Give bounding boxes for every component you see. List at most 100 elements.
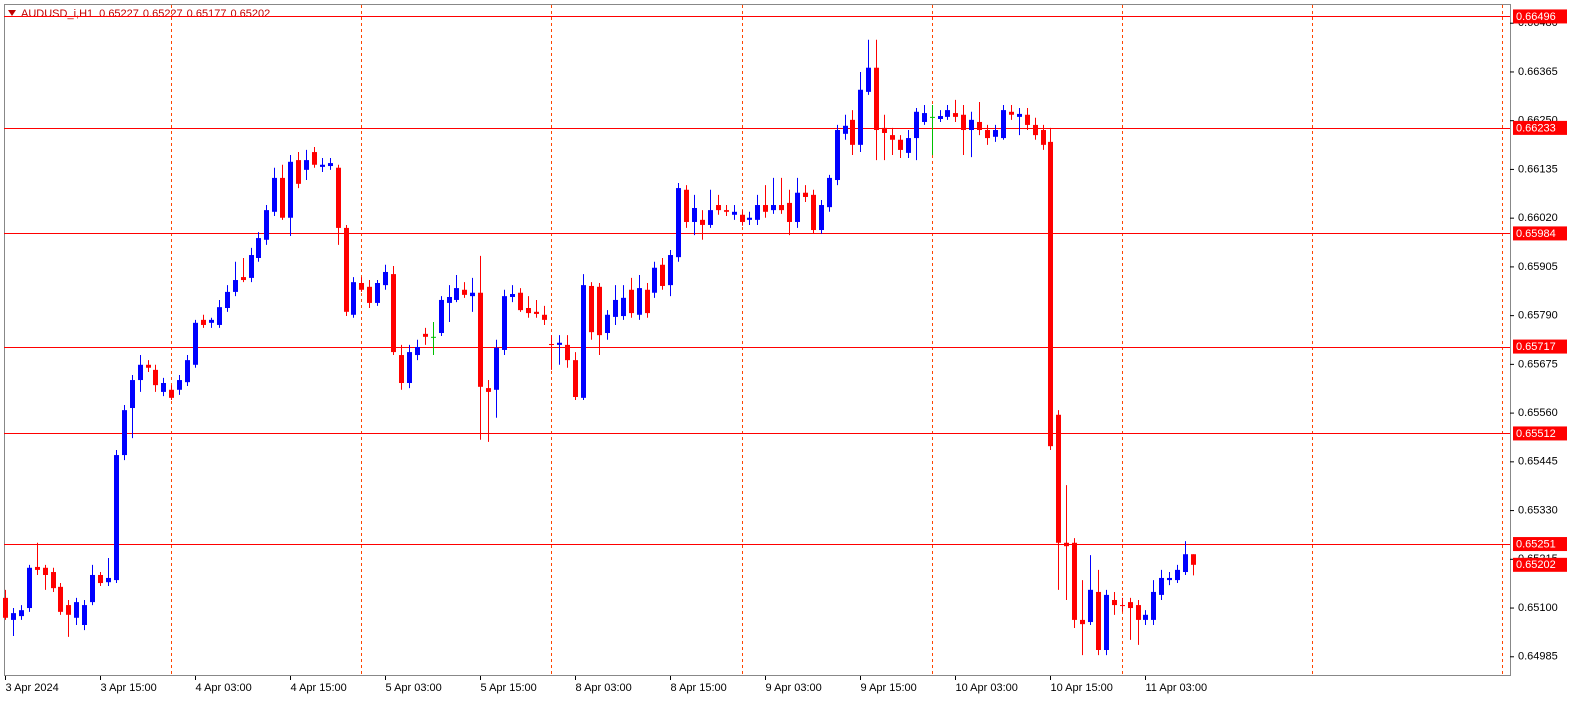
candle-body <box>985 130 990 139</box>
candle-body <box>747 217 752 220</box>
candle-body <box>193 322 198 365</box>
level-box <box>1513 226 1567 241</box>
candle-body <box>724 210 729 212</box>
candle-body <box>11 613 16 620</box>
last-open: 0.65227 <box>99 8 139 20</box>
candle-body <box>1143 614 1148 620</box>
candle-body <box>573 360 578 397</box>
last-close: 0.65202 <box>230 8 270 20</box>
candle-body <box>787 202 792 222</box>
y-tick-label: 0.64985 <box>1518 651 1558 663</box>
y-tick-label: 0.65790 <box>1518 310 1558 322</box>
candle-body <box>3 597 8 618</box>
candle-body <box>225 291 230 309</box>
x-tick-label: 3 Apr 2024 <box>6 682 59 694</box>
level-label: 0.65717 <box>1516 341 1556 353</box>
y-tick-label: 0.65100 <box>1518 602 1558 614</box>
level-label: 0.65251 <box>1516 538 1556 550</box>
candle-body <box>304 160 309 170</box>
candle-body <box>843 125 848 134</box>
candle-body <box>19 610 24 617</box>
level-box <box>1513 537 1567 552</box>
candle-body <box>637 288 642 315</box>
x-tick-label: 4 Apr 03:00 <box>196 682 252 694</box>
candle-body <box>732 211 737 215</box>
candle-body <box>1159 577 1164 595</box>
candle-body <box>217 307 222 325</box>
candle-body <box>945 110 950 117</box>
candle-body <box>264 210 269 240</box>
y-tick-label: 0.65330 <box>1518 504 1558 516</box>
candle-body <box>106 577 111 583</box>
candle-body <box>565 344 570 361</box>
candle-body <box>359 283 364 290</box>
x-tick-label: 9 Apr 03:00 <box>766 682 822 694</box>
candle-body <box>692 207 697 222</box>
x-tick-label: 4 Apr 15:00 <box>291 682 347 694</box>
candle-body <box>114 455 119 581</box>
candle-body <box>866 67 871 92</box>
candle-body <box>755 205 760 220</box>
candle-body <box>169 389 174 398</box>
candle-body <box>423 333 428 337</box>
candle-body <box>621 297 626 317</box>
candle-body <box>740 214 745 222</box>
candle-body <box>811 194 816 231</box>
candle-body <box>763 205 768 212</box>
candle-body <box>629 289 634 314</box>
candle-body <box>82 605 87 625</box>
candle-body <box>177 380 182 390</box>
y-tick-label: 0.66135 <box>1518 163 1558 175</box>
candle-body <box>518 292 523 311</box>
candle-body <box>676 188 681 258</box>
candle-body <box>1009 111 1014 115</box>
candle-body <box>241 277 246 281</box>
candle-body <box>716 205 721 211</box>
candle-body <box>700 219 705 225</box>
candle-body <box>1136 605 1141 620</box>
candle-body <box>27 567 32 609</box>
current-price-box <box>1513 557 1567 572</box>
candle-body <box>961 114 966 131</box>
y-tick-label: 0.66020 <box>1518 212 1558 224</box>
candle-body <box>613 299 618 317</box>
candle-body <box>510 294 515 297</box>
level-box <box>1513 339 1567 354</box>
candle-body <box>185 360 190 383</box>
candle-body <box>803 192 808 197</box>
candle-body <box>1104 594 1109 650</box>
header: AUDUSD_i,H1 0.65227 0.65227 0.65177 0.65202 <box>21 8 270 20</box>
candle-body <box>1033 124 1038 136</box>
candle-body <box>494 347 499 390</box>
level-label: 0.66496 <box>1516 11 1556 23</box>
candle-body <box>684 189 689 222</box>
candle-body <box>1088 589 1093 623</box>
candle-body <box>502 296 507 350</box>
candle-body <box>447 296 452 303</box>
x-tick-label: 8 Apr 15:00 <box>671 682 727 694</box>
x-tick-label: 11 Apr 03:00 <box>1146 682 1208 694</box>
candle-body <box>605 314 610 334</box>
candle-body <box>399 355 404 384</box>
y-tick-label: 0.65560 <box>1518 407 1558 419</box>
candle-body <box>993 130 998 137</box>
candle-body <box>534 311 539 314</box>
candle-body <box>391 274 396 353</box>
candle-body <box>383 271 388 286</box>
candle-body <box>906 138 911 153</box>
candle-body <box>209 319 214 323</box>
plot-frame <box>4 4 1511 676</box>
candle-body <box>415 346 420 356</box>
last-high: 0.65227 <box>143 8 183 20</box>
level-box <box>1513 426 1567 441</box>
candle-body <box>922 113 927 122</box>
level-label: 0.65984 <box>1516 228 1556 240</box>
header-arrow <box>8 10 16 16</box>
y-tick-label: 0.65445 <box>1518 456 1558 468</box>
candle-body <box>795 192 800 222</box>
candle-body <box>890 135 895 140</box>
candle-body <box>1056 414 1061 543</box>
candle-body <box>367 286 372 303</box>
